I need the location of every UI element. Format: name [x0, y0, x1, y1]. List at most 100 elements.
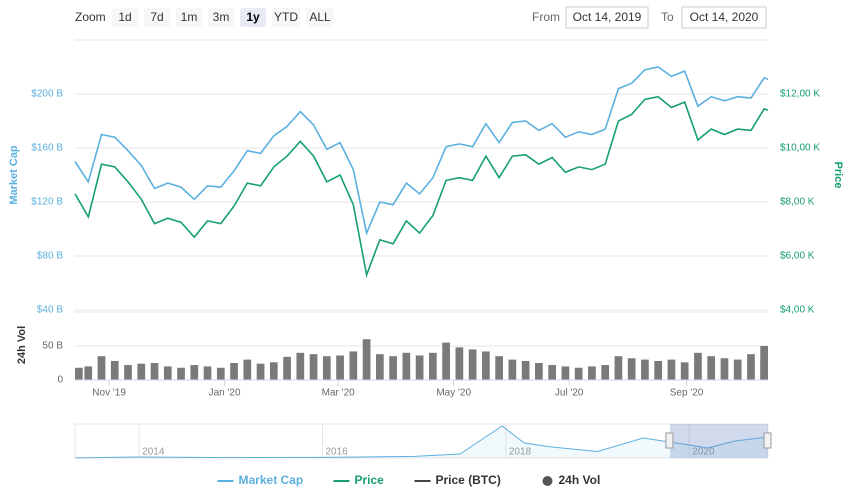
volume-bar [548, 365, 556, 380]
to-input[interactable] [681, 6, 767, 29]
y2-axis-title: Price [832, 162, 844, 189]
volume-bar [256, 363, 265, 380]
volume-bar [375, 354, 384, 380]
y-tick-label: $200 B [31, 89, 63, 100]
navigator-tick-label: 2018 [509, 447, 532, 458]
to-value[interactable]: Oct 14, 2020 [690, 10, 759, 24]
volume-bar [336, 355, 344, 380]
volume-bar [535, 363, 543, 380]
volume-bar [667, 359, 676, 380]
volume-bar [84, 366, 93, 380]
volume-axis-title: 24h Vol [16, 326, 28, 364]
legend-label[interactable]: Market Cap [239, 473, 304, 487]
y2-tick-label: $4,00 K [780, 305, 815, 316]
volume-bar [230, 363, 238, 380]
volume-bar [707, 356, 716, 380]
range-button-label[interactable]: YTD [274, 10, 298, 24]
volume-bar [601, 365, 610, 380]
from-input[interactable] [565, 6, 649, 29]
zoom-label: Zoom [75, 10, 106, 24]
volume-bar [614, 356, 623, 380]
volume-bar [389, 356, 397, 380]
x-tick-label: May '20 [436, 388, 471, 399]
volume-bar [190, 365, 199, 380]
volume-bar [627, 358, 636, 380]
from-value[interactable]: Oct 14, 2019 [573, 10, 642, 24]
volume-bar [733, 359, 742, 380]
y2-tick-label: $10,00 K [780, 143, 820, 154]
volume-bar [588, 366, 596, 380]
volume-bar [720, 358, 729, 380]
volume-bar [137, 363, 146, 380]
navigator-line [74, 425, 769, 459]
navigator-tick-label: 2016 [326, 447, 349, 458]
range-button[interactable] [208, 8, 234, 27]
volume-bar [442, 342, 450, 380]
x-tick-label: Sep '20 [670, 388, 704, 399]
range-button[interactable] [176, 8, 202, 27]
volume-bar [415, 355, 424, 380]
y2-tick-label: $12,00 K [780, 89, 820, 100]
volume-bar [243, 359, 252, 380]
volume-bar [269, 362, 278, 380]
volume-bar [641, 359, 649, 380]
range-button-label[interactable]: 1y [246, 10, 260, 24]
y-tick-label: $160 B [31, 143, 63, 154]
volume-bar [654, 360, 663, 380]
navigator-handle[interactable] [763, 432, 772, 449]
legend-symbol[interactable] [542, 476, 553, 486]
volume-bar [177, 367, 185, 380]
volume-bar [362, 339, 371, 380]
from-label: From [532, 10, 560, 24]
y-tick-label: $120 B [31, 197, 63, 208]
volume-bar [694, 352, 702, 380]
range-button-label[interactable]: 3m [213, 10, 230, 24]
volume-bar [203, 366, 212, 380]
volume-bar [216, 367, 225, 380]
range-button-label[interactable]: ALL [309, 10, 331, 24]
volume-tick-label: 0 [57, 375, 63, 386]
volume-bar [322, 356, 331, 380]
series-line [74, 95, 769, 278]
navigator-area [75, 426, 768, 458]
range-button-label[interactable]: 1d [118, 10, 131, 24]
navigator-tick-label: 2014 [142, 447, 165, 458]
volume-bar [349, 351, 358, 380]
volume-bar [124, 365, 132, 380]
volume-bar [482, 351, 490, 380]
volume-bar [150, 363, 159, 380]
range-button[interactable] [112, 8, 138, 27]
navigator-tick-label: 2020 [692, 447, 715, 458]
volume-bar [296, 352, 305, 380]
navigator-handle[interactable] [665, 432, 674, 449]
legend-label[interactable]: Price (BTC) [436, 473, 501, 487]
volume-bar [97, 356, 106, 380]
volume-bar [760, 359, 768, 380]
volume-tick-label: 50 B [42, 341, 63, 352]
legend-label[interactable]: Price [355, 473, 385, 487]
volume-bar [402, 352, 411, 380]
volume-bar [574, 367, 583, 380]
volume-bar [429, 352, 437, 380]
volume-bar [508, 359, 517, 380]
y2-tick-label: $8,00 K [780, 197, 815, 208]
navigator-selection[interactable] [669, 424, 768, 458]
legend-label[interactable]: 24h Vol [559, 473, 601, 487]
volume-bar [283, 356, 291, 380]
volume-bar [455, 347, 464, 380]
volume-bar [309, 354, 318, 380]
range-button-label[interactable]: 7d [150, 10, 163, 24]
x-tick-label: Mar '20 [322, 388, 355, 399]
volume-bar [747, 354, 755, 380]
volume-bar [561, 366, 570, 380]
range-button-label[interactable]: 1m [181, 10, 198, 24]
series-line [74, 66, 769, 236]
x-tick-label: Nov '19 [92, 388, 126, 399]
range-button[interactable] [306, 8, 334, 27]
range-button[interactable] [240, 8, 266, 27]
range-button[interactable] [144, 8, 170, 27]
range-button[interactable] [272, 8, 300, 27]
y-axis-title: Market Cap [8, 145, 20, 205]
volume-bar [163, 366, 172, 380]
